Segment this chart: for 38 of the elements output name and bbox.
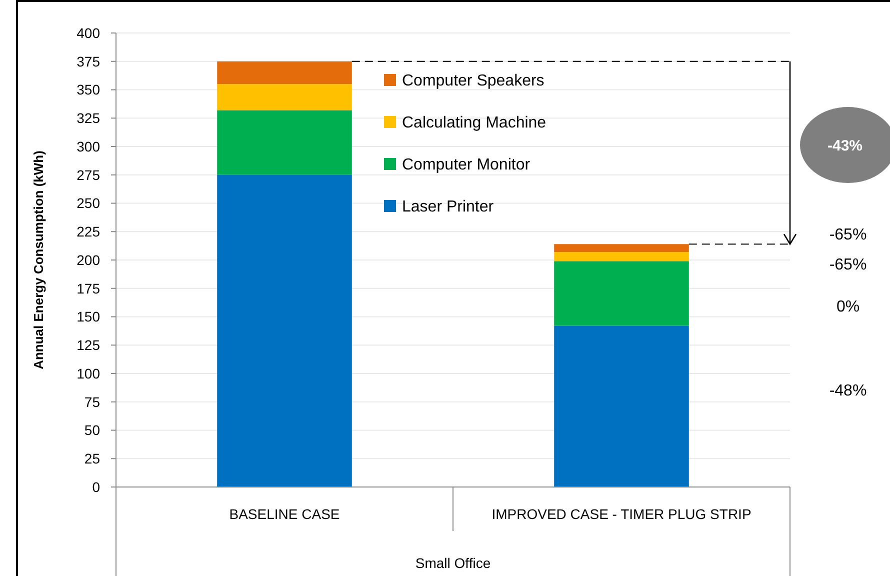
y-tick-label: 225 <box>76 224 100 240</box>
y-tick-label: 75 <box>84 394 100 410</box>
y-tick-label: 150 <box>76 308 100 325</box>
y-tick-label: 350 <box>76 82 100 98</box>
y-tick-label: 100 <box>76 365 100 382</box>
y-tick-label: 0 <box>92 478 100 495</box>
y-tick-label: 50 <box>84 422 100 438</box>
bar <box>217 61 352 84</box>
bar <box>554 261 689 326</box>
text: -65% <box>829 256 867 274</box>
text: -43% <box>827 137 863 154</box>
bar <box>217 84 352 110</box>
y-axis-title: Annual Energy Consumption (kWh) <box>31 150 46 370</box>
y-tick-label: 175 <box>76 280 100 296</box>
legend-label: Computer Speakers <box>402 72 544 90</box>
y-tick-label: 325 <box>76 110 100 126</box>
y-tick-label: 275 <box>76 166 100 183</box>
y-tick-label: 125 <box>76 337 100 354</box>
text: -48% <box>829 382 867 400</box>
legend-label: Laser Printer <box>402 198 494 216</box>
y-tick-label: 250 <box>76 195 100 212</box>
y-tick-label: 400 <box>76 24 100 41</box>
y-tick-label: 375 <box>76 53 100 70</box>
legend-label: Calculating Machine <box>402 114 546 132</box>
legend-label: Computer Monitor <box>402 156 531 174</box>
text: -65% <box>829 226 867 244</box>
x-axis-title: Small Office <box>415 555 491 571</box>
bar <box>217 174 352 487</box>
x-tick-label: IMPROVED CASE - TIMER PLUG STRIP <box>492 506 752 522</box>
text: 0% <box>836 298 860 316</box>
bar <box>554 326 689 487</box>
x-tick-label: BASELINE CASE <box>229 506 340 522</box>
y-tick-label: 300 <box>76 138 100 154</box>
bar <box>554 252 689 262</box>
y-tick-label: 200 <box>76 252 100 268</box>
y-tick-label: 25 <box>84 450 100 467</box>
bar <box>217 110 352 175</box>
bar <box>554 244 689 252</box>
